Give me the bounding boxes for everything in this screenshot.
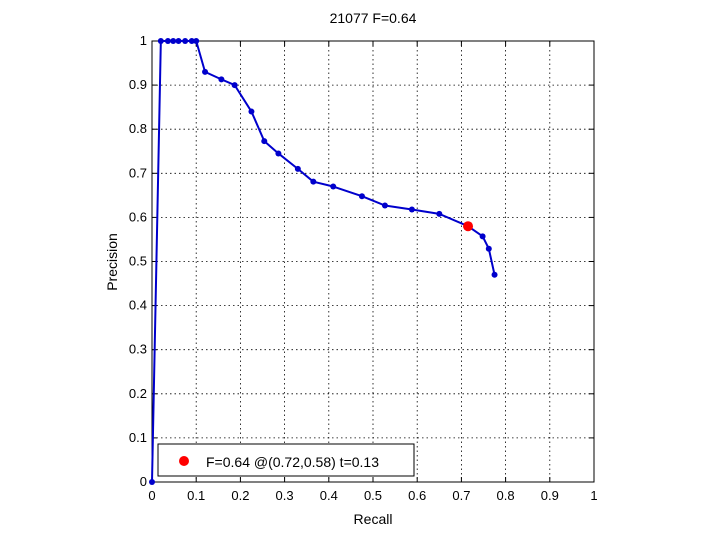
axis-ticks: 0 0.1 0.2 0.3 0.4 0.5 0.6 0.7 0.8 0.9 1 0 0.1 0.2 0.3 0… — [129, 33, 598, 503]
data-point — [157, 38, 164, 44]
y-tick-label: 1 — [140, 33, 147, 48]
best-f-point — [463, 221, 474, 232]
y-tick-label: 0.9 — [129, 77, 147, 92]
y-tick-label: 0.6 — [129, 209, 147, 224]
data-point — [175, 38, 182, 44]
x-tick-label: 0.7 — [452, 488, 470, 503]
y-tick-label: 0.3 — [129, 342, 147, 357]
x-tick-label: 0.6 — [408, 488, 426, 503]
y-tick-label: 0.7 — [129, 165, 147, 180]
data-point — [193, 38, 200, 44]
y-tick-label: 0.5 — [129, 254, 147, 269]
data-point — [408, 206, 415, 213]
data-point — [149, 479, 155, 485]
x-tick-label: 0.3 — [276, 488, 294, 503]
data-point — [188, 38, 195, 44]
data-point — [330, 183, 337, 190]
data-point — [202, 68, 209, 75]
data-point — [358, 193, 365, 200]
data-point — [261, 138, 268, 145]
x-tick-label: 0 — [148, 488, 155, 503]
y-tick-label: 0.8 — [129, 121, 147, 136]
y-axis-label: Precision — [104, 233, 120, 291]
y-tick-label: 0.4 — [129, 298, 147, 313]
y-tick-label: 0.2 — [129, 386, 147, 401]
data-point — [218, 76, 225, 83]
x-tick-label: 0.4 — [320, 488, 338, 503]
data-point — [182, 38, 189, 44]
data-point — [485, 245, 492, 252]
x-tick-label: 0.2 — [231, 488, 249, 503]
legend: F=0.64 @(0.72,0.58) t=0.13 — [157, 443, 415, 477]
data-point — [491, 271, 498, 278]
data-point — [479, 233, 486, 240]
chart-title: 21077 F=0.64 — [330, 10, 417, 26]
y-tick-label: 0.1 — [129, 430, 147, 445]
data-point — [310, 178, 317, 185]
y-tick-label: 0 — [140, 474, 147, 489]
x-tick-label: 0.5 — [364, 488, 382, 503]
series-layer — [149, 38, 498, 485]
data-point — [170, 38, 177, 44]
x-axis-label: Recall — [354, 511, 393, 527]
data-point — [275, 150, 282, 157]
highlight-layer — [463, 221, 474, 232]
legend-marker — [179, 456, 189, 466]
data-point — [294, 165, 301, 172]
x-tick-label: 0.8 — [497, 488, 515, 503]
data-point — [436, 210, 443, 217]
data-point — [381, 202, 388, 209]
grid-lines — [152, 41, 594, 482]
data-point — [231, 82, 238, 89]
legend-text: F=0.64 @(0.72,0.58) t=0.13 — [206, 454, 379, 470]
x-tick-label: 1 — [590, 488, 597, 503]
legend-box — [157, 443, 415, 477]
x-tick-label: 0.9 — [541, 488, 559, 503]
data-point — [164, 38, 171, 44]
x-tick-label: 0.1 — [187, 488, 205, 503]
data-point — [248, 108, 255, 115]
